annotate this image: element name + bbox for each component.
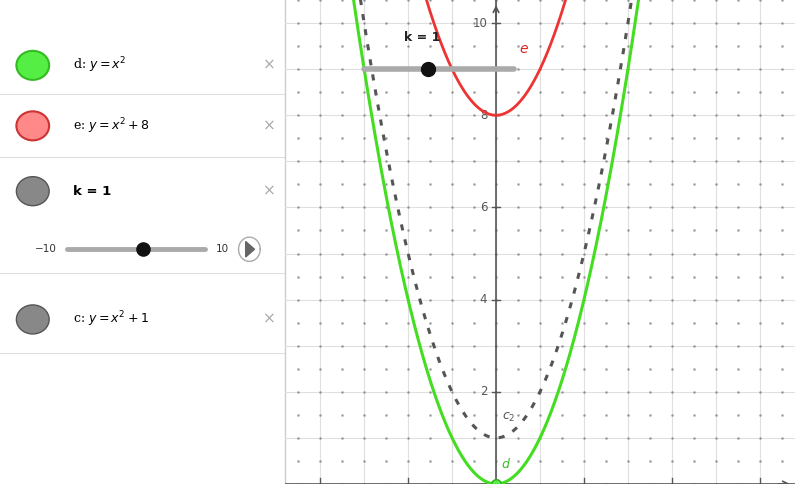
Text: d: d <box>502 458 510 471</box>
Text: ×: × <box>263 184 276 198</box>
Ellipse shape <box>17 177 49 206</box>
Text: k = 1: k = 1 <box>404 31 440 45</box>
Ellipse shape <box>17 305 49 334</box>
Text: ×: × <box>263 119 276 133</box>
Text: 10: 10 <box>472 16 487 30</box>
Text: 8: 8 <box>480 109 487 122</box>
Text: 10: 10 <box>215 244 229 254</box>
Text: 4: 4 <box>479 293 487 306</box>
Text: −10: −10 <box>35 244 56 254</box>
Text: c: $y = x^2 + 1$: c: $y = x^2 + 1$ <box>72 310 149 329</box>
Text: d: $y = x^2$: d: $y = x^2$ <box>72 56 126 75</box>
Text: e: $y = x^2 + 8$: e: $y = x^2 + 8$ <box>72 116 149 136</box>
Text: $c_2$: $c_2$ <box>502 411 515 424</box>
Text: k = 1: k = 1 <box>72 185 111 197</box>
Text: ×: × <box>263 312 276 327</box>
Polygon shape <box>246 242 254 257</box>
Ellipse shape <box>17 111 49 140</box>
Text: 6: 6 <box>479 201 487 214</box>
Text: e: e <box>519 42 527 56</box>
Ellipse shape <box>17 51 49 80</box>
Text: ×: × <box>263 58 276 73</box>
Text: 2: 2 <box>479 385 487 398</box>
